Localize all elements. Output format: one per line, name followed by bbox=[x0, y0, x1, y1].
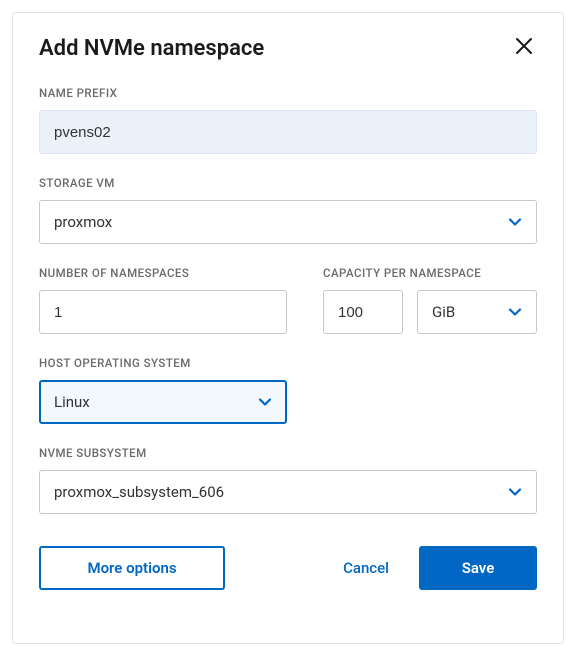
dialog-header: Add NVMe namespace bbox=[39, 33, 537, 64]
chevron-down-icon bbox=[508, 215, 522, 229]
chevron-down-icon bbox=[508, 305, 522, 319]
capacity-unit-value: GiB bbox=[432, 303, 455, 321]
nvme-subsystem-select[interactable]: proxmox_subsystem_606 bbox=[39, 470, 537, 514]
nvme-subsystem-value: proxmox_subsystem_606 bbox=[54, 483, 224, 501]
number-of-namespaces-input[interactable] bbox=[39, 290, 287, 334]
name-prefix-group: NAME PREFIX bbox=[39, 86, 537, 154]
cancel-button[interactable]: Cancel bbox=[335, 546, 397, 590]
more-options-button[interactable]: More options bbox=[39, 546, 225, 590]
capacity-per-namespace-label: CAPACITY PER NAMESPACE bbox=[323, 266, 537, 280]
dialog-title: Add NVMe namespace bbox=[39, 36, 264, 61]
name-prefix-label: NAME PREFIX bbox=[39, 86, 537, 100]
storage-vm-label: STORAGE VM bbox=[39, 176, 537, 190]
capacity-unit-select[interactable]: GiB bbox=[417, 290, 537, 334]
chevron-down-icon bbox=[258, 395, 272, 409]
name-prefix-input[interactable] bbox=[39, 110, 537, 154]
nvme-subsystem-group: NVME SUBSYSTEM proxmox_subsystem_606 bbox=[39, 446, 537, 514]
capacity-per-namespace-group: CAPACITY PER NAMESPACE GiB bbox=[323, 266, 537, 334]
host-os-value: Linux bbox=[54, 393, 90, 411]
capacity-value-input[interactable] bbox=[323, 290, 403, 334]
chevron-down-icon bbox=[508, 485, 522, 499]
host-os-select[interactable]: Linux bbox=[39, 380, 287, 424]
save-button[interactable]: Save bbox=[419, 546, 537, 590]
host-os-label: HOST OPERATING SYSTEM bbox=[39, 356, 537, 370]
host-os-group: HOST OPERATING SYSTEM Linux bbox=[39, 356, 537, 424]
nvme-subsystem-label: NVME SUBSYSTEM bbox=[39, 446, 537, 460]
count-capacity-row: NUMBER OF NAMESPACES CAPACITY PER NAMESP… bbox=[39, 266, 537, 334]
close-icon[interactable] bbox=[511, 33, 537, 64]
storage-vm-group: STORAGE VM proxmox bbox=[39, 176, 537, 244]
storage-vm-select[interactable]: proxmox bbox=[39, 200, 537, 244]
number-of-namespaces-label: NUMBER OF NAMESPACES bbox=[39, 266, 301, 280]
add-nvme-namespace-dialog: Add NVMe namespace NAME PREFIX STORAGE V… bbox=[12, 12, 564, 644]
number-of-namespaces-group: NUMBER OF NAMESPACES bbox=[39, 266, 301, 334]
storage-vm-value: proxmox bbox=[54, 213, 112, 231]
dialog-footer: More options Cancel Save bbox=[39, 546, 537, 590]
